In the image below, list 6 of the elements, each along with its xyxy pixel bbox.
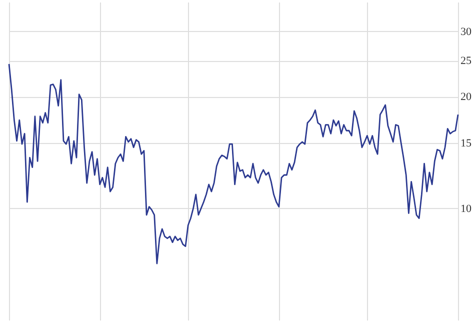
y-tick-label: 25 (460, 55, 472, 68)
y-tick-label: 15 (460, 138, 472, 150)
y-tick-label: 20 (460, 91, 472, 104)
y-tick-label: 30 (460, 26, 472, 38)
y-tick-label: 10 (460, 202, 472, 215)
line-series (8, 63, 459, 264)
